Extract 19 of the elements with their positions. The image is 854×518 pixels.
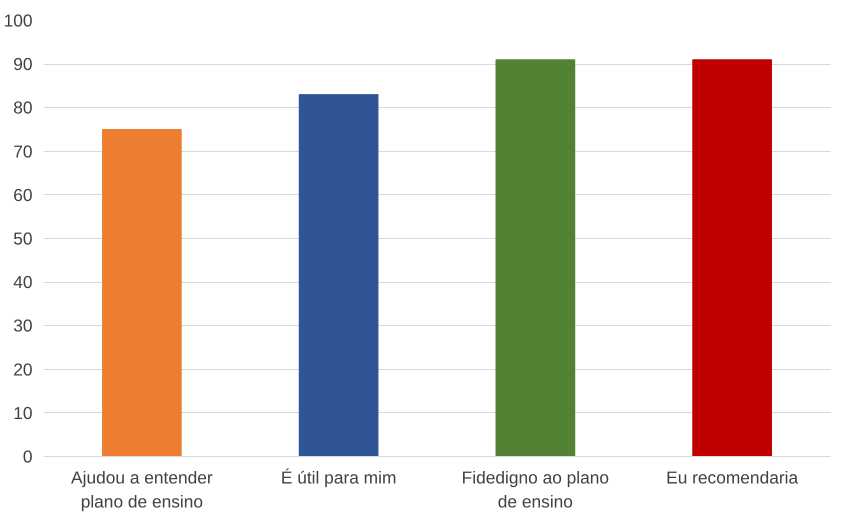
y-tick-label: 60 (13, 184, 33, 205)
bar (298, 94, 378, 456)
x-tick-label: Fidedigno ao plano de ensino (462, 468, 610, 512)
y-tick-label: 10 (13, 402, 33, 423)
bar (496, 59, 576, 456)
y-tick-label: 90 (13, 54, 33, 74)
y-tick-label: 40 (13, 272, 33, 292)
x-tick-label: É útil para mim (280, 468, 396, 488)
y-tick-label: 80 (13, 98, 33, 118)
y-tick-label: 70 (13, 141, 33, 162)
y-tick-label: 20 (13, 359, 33, 380)
y-tick-label: 30 (13, 316, 33, 336)
x-tick-label: Ajudou a entender plano de ensino (71, 468, 213, 512)
x-tick-label: Eu recomendaria (666, 468, 798, 488)
y-tick-label: 50 (13, 228, 33, 248)
bar (102, 129, 182, 456)
y-tick-label: 100 (4, 10, 33, 30)
bar (692, 59, 772, 456)
y-tick-label: 0 (22, 446, 33, 466)
